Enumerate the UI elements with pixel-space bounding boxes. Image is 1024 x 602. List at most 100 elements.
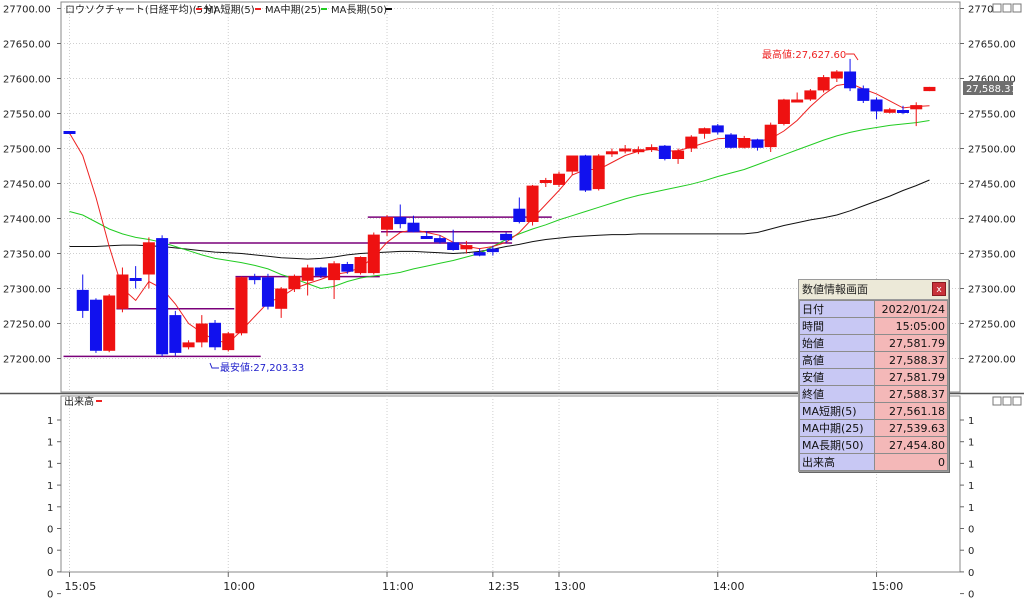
volume-tick-label: 0 [47, 546, 53, 557]
candle [632, 146, 645, 155]
info-label: MA長期(50) [799, 436, 875, 454]
candle-body [566, 155, 579, 172]
candle-body [844, 71, 857, 89]
candle-body [539, 180, 552, 183]
x-tick-label: 15:00 [872, 580, 904, 593]
candle [447, 229, 460, 251]
volume-legend-swatch [96, 400, 102, 402]
volume-tick-label: 1 [47, 459, 53, 470]
candle [116, 267, 129, 313]
candle [711, 124, 724, 135]
candle-body [500, 233, 513, 241]
candle-body [791, 99, 804, 103]
legend-swatch-short [196, 8, 202, 10]
candle-body [433, 238, 446, 243]
candle [394, 204, 407, 229]
info-label: 終値 [799, 385, 875, 403]
candle-body [804, 90, 817, 100]
y-tick-label: 27550.00 [3, 110, 51, 121]
info-panel[interactable]: 数値情報画面 x 日付 2022/01/24 時間 15:05:00 始値 27,581.… [798, 279, 949, 472]
info-label: MA中期(25) [799, 419, 875, 437]
candle-body [129, 278, 142, 281]
candle [804, 89, 817, 101]
candle-body [857, 88, 870, 101]
volume-tick-label-right: 1 [968, 438, 974, 449]
y-tick-label-right: 27500.00 [968, 145, 1016, 156]
candle [129, 266, 142, 289]
candle-body [553, 173, 566, 185]
candle [156, 235, 169, 357]
candle-body [460, 245, 473, 250]
y-axis-left: 27700.00 27650.00 27600.00 27550.00 27500.00… [3, 5, 61, 366]
candle [738, 135, 751, 149]
candle [910, 102, 923, 127]
candle-body [142, 242, 155, 275]
y-tick-label-right: 27600.00 [968, 75, 1016, 86]
candle [685, 135, 698, 152]
x-tick-label: 13:00 [554, 580, 586, 593]
info-label: 出来高 [799, 453, 875, 471]
volume-tick-label: 0 [47, 525, 53, 536]
volume-tick-label: 0 [47, 568, 53, 579]
volume-tick-label-right: 0 [968, 525, 974, 536]
volume-tick-label-right: 1 [968, 416, 974, 427]
y-tick-label: 27300.00 [3, 285, 51, 296]
low-price-pointer [209, 362, 219, 369]
y-axis-right: 27700 27650.00 27600.00 27550.00 27500.00 274… [960, 5, 1016, 366]
candle [764, 122, 777, 152]
volume-tick-label-right: 0 [968, 546, 974, 557]
x-tick-label: 11:00 [382, 580, 414, 593]
high-price-pointer [846, 53, 859, 61]
x-tick-label: 12:35 [488, 580, 520, 593]
candle [367, 232, 380, 275]
y-tick-label: 27700.00 [3, 5, 51, 16]
price-panel-controls[interactable] [992, 3, 1022, 13]
series-line-ma_long [69, 179, 930, 260]
volume-panel-controls[interactable] [992, 396, 1022, 406]
y-tick-label-right: 27200.00 [968, 355, 1016, 366]
candle-body [711, 125, 724, 133]
candle-body [764, 124, 777, 148]
info-value: 27,561.18 [874, 402, 948, 420]
candle-body [579, 155, 592, 191]
candle [923, 86, 936, 92]
candle [341, 261, 354, 274]
candle-body [222, 333, 235, 351]
y-tick-label: 27650.00 [3, 40, 51, 51]
volume-tick-label: 0 [47, 590, 53, 598]
candle [619, 145, 632, 154]
low-price-label: 最安値:27,203.33 [220, 361, 304, 374]
close-button[interactable]: x [932, 282, 946, 296]
candle [592, 154, 605, 191]
info-row: 日付 2022/01/24 [799, 300, 948, 318]
candle-body [738, 138, 751, 148]
candle-body [103, 295, 116, 351]
info-row: 時間 15:05:00 [799, 317, 948, 335]
candle [314, 266, 327, 278]
candle [658, 145, 671, 161]
y-tick-label-right: 27250.00 [968, 320, 1016, 331]
candle-body [116, 274, 129, 309]
info-value: 27,588.37 [874, 351, 948, 369]
candle [553, 171, 566, 187]
candle-body [248, 276, 261, 281]
legend-ma-long: MA長期(50) [331, 4, 387, 16]
candle [209, 320, 222, 351]
candles [63, 58, 936, 357]
candle-body [619, 148, 632, 152]
volume-tick-label: 1 [47, 503, 53, 514]
candle [672, 148, 685, 164]
candle-body [381, 217, 394, 230]
candle [605, 148, 618, 157]
info-value: 27,581.79 [874, 368, 948, 386]
info-label: 高値 [799, 351, 875, 369]
candle-body [341, 264, 354, 272]
candle-body [685, 136, 698, 149]
volume-tick-label-right: 0 [968, 568, 974, 579]
candle [142, 237, 155, 289]
info-row: 始値 27,581.79 [799, 334, 948, 352]
candle-body [777, 99, 790, 124]
candle-body [275, 288, 288, 309]
info-value: 15:05:00 [874, 317, 948, 335]
candle-body [407, 222, 420, 232]
